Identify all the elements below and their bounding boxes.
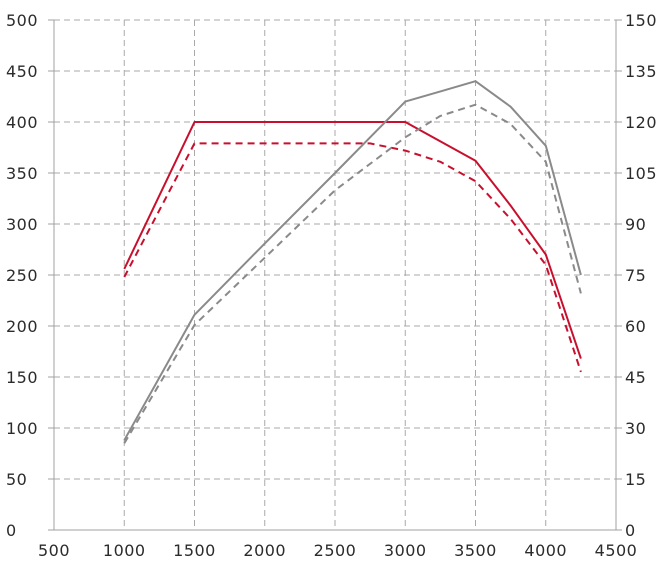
- y-right-tick-label: 45: [625, 368, 646, 387]
- y-right-tick-label: 60: [625, 317, 646, 336]
- series-line-red-dashed: [123, 142, 582, 373]
- y-left-tick-label: 500: [6, 11, 38, 30]
- y-right-tick-label: 15: [625, 470, 646, 489]
- series-line-gray-dashed: [123, 103, 582, 444]
- tick-labels: 500 1000 1500 2000 2500 3000 3500 4000 450005010…: [6, 11, 657, 560]
- y-left-tick-label: 350: [6, 164, 38, 183]
- x-tick-label: 3000: [384, 541, 427, 560]
- y-left-tick-label: 300: [6, 215, 38, 234]
- x-tick-label: 4000: [524, 541, 567, 560]
- y-right-tick-label: 120: [625, 113, 657, 132]
- y-left-tick-label: 400: [6, 113, 38, 132]
- x-tick-label: 2000: [243, 541, 286, 560]
- y-left-tick-label: 50: [6, 470, 27, 489]
- y-left-tick-label: 200: [6, 317, 38, 336]
- y-left-tick-label: 150: [6, 368, 38, 387]
- gridlines: [54, 19, 616, 530]
- y-right-tick-label: 75: [625, 266, 646, 285]
- series-line-red-solid: [123, 121, 582, 359]
- axes: [48, 19, 622, 531]
- series-lines: [123, 80, 582, 444]
- y-right-tick-label: 30: [625, 419, 646, 438]
- y-right-tick-label: 105: [625, 164, 657, 183]
- x-tick-label: 3500: [454, 541, 497, 560]
- x-tick-label: 2500: [314, 541, 357, 560]
- y-right-tick-label: 135: [625, 62, 657, 81]
- x-tick-label: 1000: [103, 541, 146, 560]
- x-tick-label: 1500: [173, 541, 216, 560]
- y-right-tick-label: 150: [625, 11, 657, 30]
- y-left-tick-label: 250: [6, 266, 38, 285]
- y-left-tick-label: 100: [6, 419, 38, 438]
- y-left-tick-label: 0: [6, 521, 17, 540]
- x-tick-label: 500: [38, 541, 70, 560]
- y-right-tick-label: 90: [625, 215, 646, 234]
- y-left-tick-label: 450: [6, 62, 38, 81]
- y-right-tick-label: 0: [625, 521, 636, 540]
- x-tick-label: 4500: [595, 541, 638, 560]
- series-line-gray-solid: [123, 80, 582, 441]
